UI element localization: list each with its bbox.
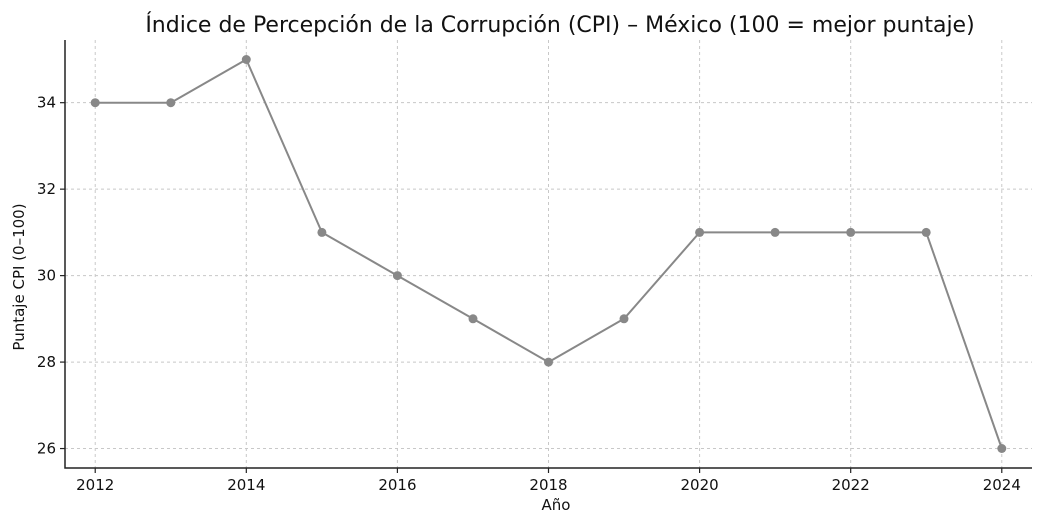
data-point <box>619 314 629 324</box>
x-axis-label: Año <box>542 496 571 514</box>
y-axis: 26 28 30 32 34 <box>37 94 65 458</box>
data-point <box>921 227 931 237</box>
x-tick-label: 2014 <box>227 476 265 494</box>
x-axis: 2012 2014 2016 2018 2020 2022 2024 <box>76 468 1021 494</box>
y-axis-label: Puntaje CPI (0–100) <box>10 203 28 350</box>
x-tick-label: 2022 <box>832 476 870 494</box>
x-tick-label: 2018 <box>529 476 567 494</box>
data-point <box>695 227 705 237</box>
data-point <box>770 227 780 237</box>
grid <box>65 40 1032 468</box>
data-point <box>997 444 1007 453</box>
x-tick-label: 2012 <box>76 476 114 494</box>
data-point <box>90 98 100 108</box>
y-tick-label: 26 <box>37 440 56 458</box>
x-tick-label: 2024 <box>983 476 1021 494</box>
y-tick-label: 32 <box>37 180 56 198</box>
axes-frame <box>64 40 1032 469</box>
data-point <box>468 314 478 324</box>
data-point <box>166 98 176 108</box>
data-point <box>544 357 553 367</box>
y-tick-label: 28 <box>37 353 56 371</box>
data-point <box>846 227 856 237</box>
data-point <box>317 227 327 237</box>
data-points <box>90 55 1007 453</box>
chart-title: Índice de Percepción de la Corrupción (C… <box>145 12 974 38</box>
data-point <box>241 55 251 64</box>
data-point <box>392 271 402 281</box>
y-tick-label: 30 <box>37 267 56 285</box>
y-tick-label: 34 <box>37 94 56 112</box>
x-tick-label: 2020 <box>681 476 719 494</box>
x-tick-label: 2016 <box>378 476 416 494</box>
